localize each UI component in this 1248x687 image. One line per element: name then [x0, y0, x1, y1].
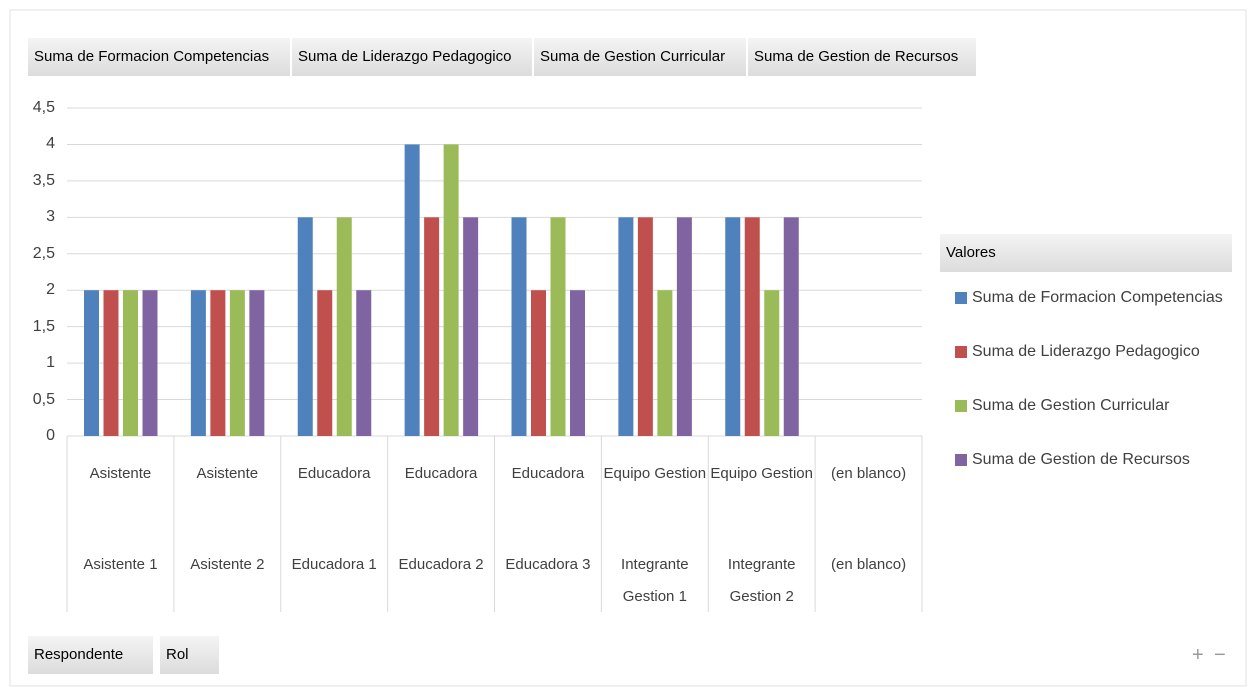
y-tick-label: 3	[46, 208, 55, 226]
legend-swatch	[955, 454, 967, 466]
legend-label: Suma de Liderazgo Pedagogico	[972, 343, 1200, 360]
y-tick-label: 0	[46, 427, 55, 444]
bar	[84, 290, 99, 436]
legend-label: Suma de Gestion Curricular	[972, 397, 1170, 414]
bar	[404, 144, 420, 436]
x-tick-label: Educadora	[297, 465, 371, 482]
series-field-button[interactable]: Suma de Gestion de Recursos	[748, 38, 976, 76]
x-tick-label: (en blanco)	[831, 465, 907, 482]
x-group-label: Asistente 1	[83, 556, 158, 573]
legend-swatch	[955, 292, 967, 304]
x-group-label: Integrante Gestion 2	[727, 556, 796, 605]
series-field-button[interactable]: Suma de Formacion Competencias	[28, 38, 290, 76]
axis-field-button[interactable]: Respondente	[28, 636, 154, 674]
x-group-label: Educadora 1	[291, 556, 377, 573]
bar	[618, 217, 634, 436]
bar	[637, 217, 653, 436]
y-tick-label: 0,5	[32, 390, 55, 408]
y-tick-label: 1	[46, 354, 55, 372]
bar	[356, 290, 372, 436]
bar	[570, 290, 585, 436]
y-tick-label: 4	[46, 135, 55, 153]
bar	[317, 290, 333, 436]
y-tick-label: 4,5	[32, 99, 55, 116]
axis-field-button[interactable]: Rol	[160, 636, 219, 674]
bar	[783, 217, 799, 436]
bar	[249, 290, 265, 436]
bar	[764, 290, 780, 436]
legend-label: Suma de Formacion Competencias	[972, 289, 1223, 306]
legend-label: Suma de Gestion de Recursos	[972, 451, 1190, 468]
bar	[511, 217, 527, 436]
bar	[210, 290, 226, 436]
bar	[657, 290, 673, 436]
x-tick-label: Educadora	[511, 465, 585, 482]
y-tick-label: 3,5	[32, 171, 55, 189]
bar	[463, 217, 479, 436]
series-field-button[interactable]: Suma de Liderazgo Pedagogico	[292, 38, 532, 76]
zoom-out[interactable]: −	[1214, 644, 1226, 666]
bar	[424, 217, 440, 436]
legend-swatch	[955, 400, 967, 412]
x-tick-label: Educadora	[404, 465, 478, 482]
legend-title: Valores	[940, 234, 1232, 272]
bar	[336, 217, 352, 436]
x-group-label: (en blanco)	[831, 556, 907, 573]
y-tick-label: 2	[46, 281, 55, 299]
x-tick-label: Asistente	[196, 465, 259, 482]
x-tick-label: Equipo Gestion	[603, 465, 707, 482]
y-tick-label: 1,5	[32, 317, 55, 335]
bar	[744, 217, 760, 436]
chart-border	[9, 9, 1247, 687]
bar	[676, 217, 692, 436]
y-tick-label: 2,5	[32, 244, 55, 262]
bar	[103, 290, 119, 436]
bar	[123, 290, 138, 436]
bar	[142, 290, 158, 436]
x-group-label: Integrante Gestion 1	[621, 556, 689, 605]
legend-swatch	[955, 346, 967, 358]
x-group-label: Educadora 3	[505, 556, 591, 573]
bar	[550, 217, 566, 436]
bar	[229, 290, 245, 436]
bar	[725, 217, 741, 436]
bar	[531, 290, 546, 436]
x-tick-label: Equipo Gestion	[710, 465, 813, 482]
x-group-label: Asistente 2	[190, 556, 265, 573]
x-group-label: Educadora 2	[398, 556, 484, 573]
x-tick-label: Asistente	[89, 465, 152, 482]
bar	[443, 144, 459, 436]
zoom-in[interactable]: +	[1192, 644, 1204, 666]
series-field-button[interactable]: Suma de Gestion Curricular	[534, 38, 746, 76]
bar	[297, 217, 313, 436]
bar	[190, 290, 206, 436]
